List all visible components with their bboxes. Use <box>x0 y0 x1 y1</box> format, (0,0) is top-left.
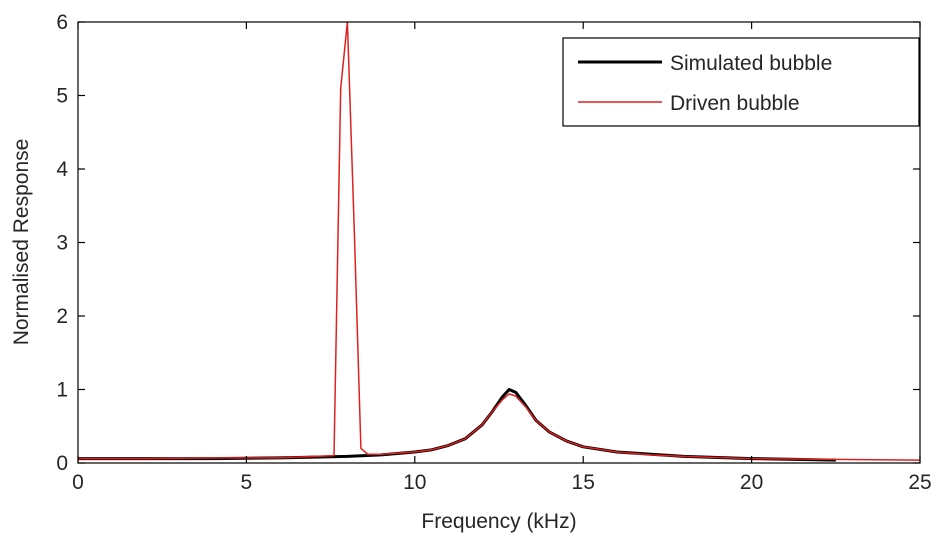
y-tick-label: 1 <box>56 379 68 402</box>
series-layer <box>78 21 921 462</box>
x-tick-label: 5 <box>241 471 253 494</box>
legend-label-driven-bubble: Driven bubble <box>670 92 800 115</box>
x-axis-label: Frequency (kHz) <box>421 510 576 533</box>
y-tick-label: 3 <box>56 232 68 255</box>
ticks-layer: 0 5 10 15 20 25 0 1 2 3 4 5 6 <box>56 11 931 494</box>
legend-box <box>562 37 920 127</box>
series-line-driven-bubble <box>78 21 921 461</box>
legend: Simulated bubble Driven bubble <box>562 37 920 127</box>
x-tick-label: 0 <box>72 471 84 494</box>
x-tick-label: 20 <box>740 471 763 494</box>
y-tick-label: 0 <box>56 452 68 475</box>
x-tick-label: 15 <box>572 471 595 494</box>
y-axis-label: Normalised Response <box>10 139 33 346</box>
y-tick-label: 6 <box>56 11 68 34</box>
y-tick-label: 2 <box>56 305 68 328</box>
y-tick-label: 5 <box>56 85 68 108</box>
x-tick-label: 10 <box>403 471 426 494</box>
legend-label-simulated-bubble: Simulated bubble <box>670 52 832 75</box>
y-tick-label: 4 <box>56 158 68 181</box>
x-tick-label: 25 <box>908 471 931 494</box>
